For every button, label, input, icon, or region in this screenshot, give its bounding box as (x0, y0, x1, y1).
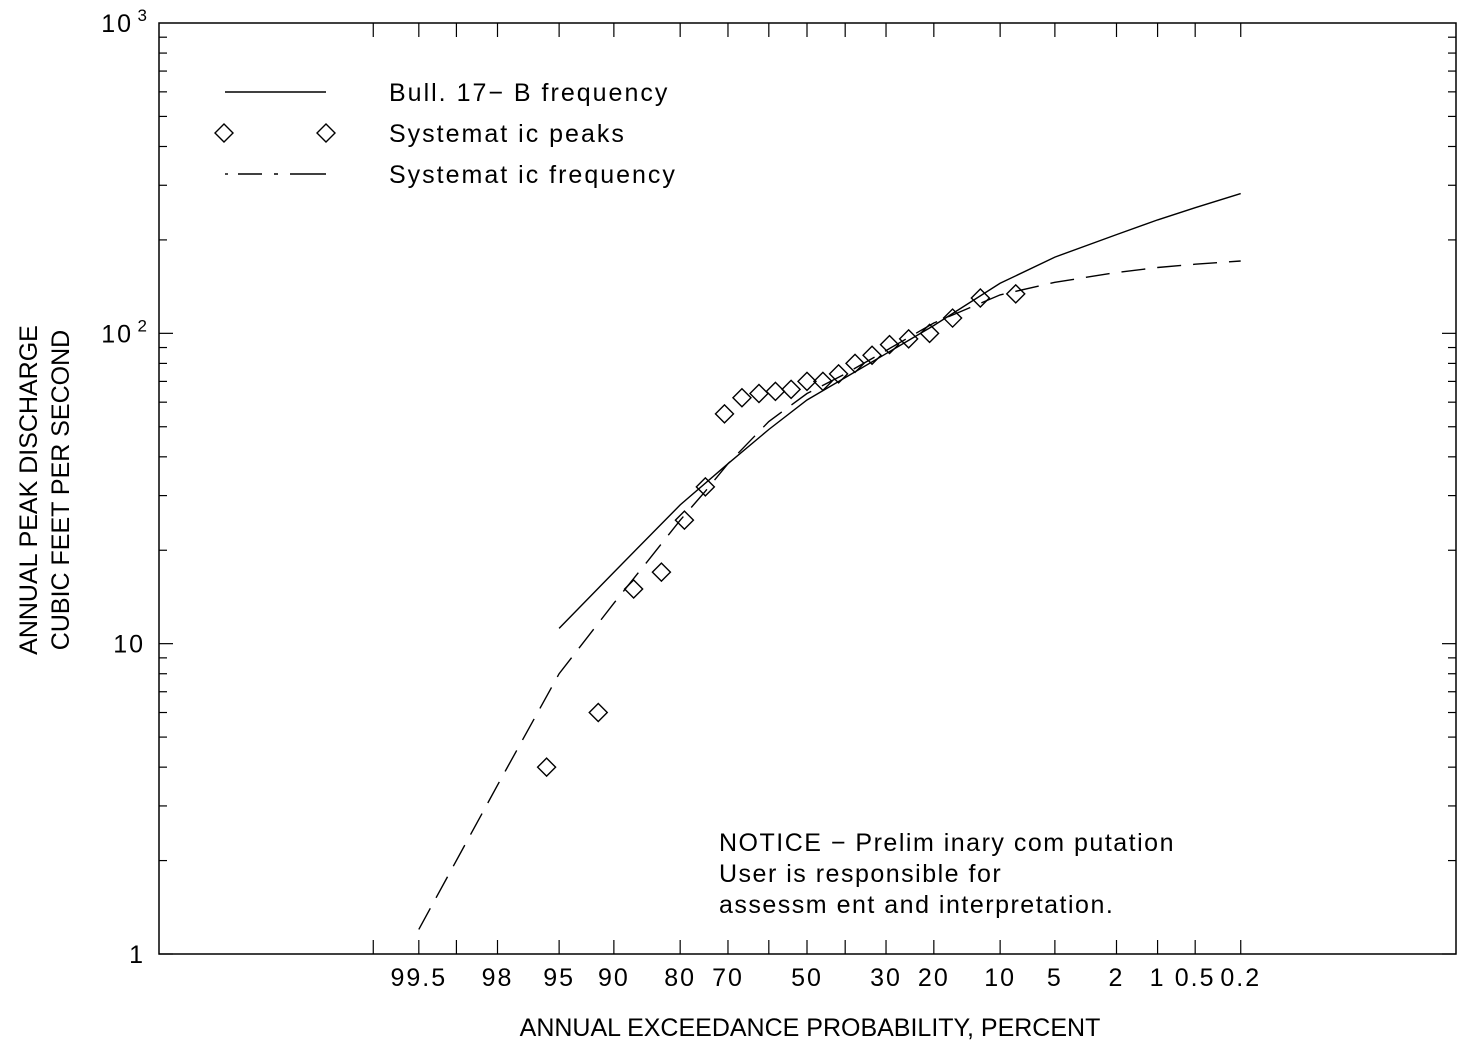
x-tick-label: 10 (984, 964, 1016, 992)
legend-label: Bull. 17− B frequency (389, 79, 669, 107)
x-tick-label: 30 (870, 964, 902, 992)
systematic-peak-marker (748, 383, 769, 404)
systematic-peak-marker (970, 287, 991, 308)
x-axis-title: ANNUAL EXCEEDANCE PROBABILITY, PERCENT (520, 1014, 1101, 1042)
x-tick-label: 98 (482, 964, 514, 992)
legend: Bull. 17− B frequency Systemat ic peaks Sy… (214, 79, 677, 189)
systematic-peak-marker (942, 308, 963, 329)
notice-line: User is responsible for (719, 860, 1002, 888)
y-tick-exponent: 3 (138, 6, 147, 25)
x-tick-label: 99.5 (390, 964, 447, 992)
x-tick-label: 1 (1150, 964, 1166, 992)
systematic-peak-marker (879, 334, 900, 355)
y-tick-label: 1 (129, 941, 145, 969)
bull17b-frequency-line (558, 192, 1241, 629)
systematic-peak-marker (674, 510, 695, 531)
y-tick-label: 10 (101, 320, 133, 348)
legend-label: Systemat ic peaks (389, 120, 626, 148)
y-axis-ticks: 1 10 10 2 10 3 (101, 6, 1456, 969)
x-tick-label: 80 (664, 964, 696, 992)
series-layer (418, 192, 1241, 930)
systematic-peak-marker (862, 345, 883, 366)
legend-diamond-swatch (214, 123, 234, 143)
legend-diamond-swatch (316, 123, 336, 143)
systematic-peak-marker (695, 476, 716, 497)
y-tick-label: 10 (101, 10, 133, 38)
notice-box: NOTICE − Prelim inary com putation User i… (719, 829, 1175, 919)
systematic-peak-marker (1005, 283, 1026, 304)
x-tick-label: 0.5 (1175, 964, 1216, 992)
x-tick-label: 5 (1047, 964, 1063, 992)
systematic-peak-marker (898, 328, 919, 349)
x-tick-label: 95 (543, 964, 575, 992)
systematic-peak-marker (797, 371, 817, 392)
systematic-peak-marker (588, 702, 609, 723)
x-tick-label: 2 (1109, 964, 1125, 992)
y-axis-title-line-2: CUBIC FEET PER SECOND (47, 330, 75, 650)
y-axis-title-line-1: ANNUAL PEAK DISCHARGE (15, 325, 43, 655)
x-tick-label: 70 (712, 964, 744, 992)
systematic-peak-marker (731, 387, 752, 408)
systematic-peak-marker (536, 757, 557, 778)
systematic-peak-marker (765, 381, 786, 402)
x-tick-label: 20 (918, 964, 950, 992)
x-tick-label: 90 (598, 964, 630, 992)
legend-label: Systemat ic frequency (389, 161, 677, 189)
systematic-peak-marker (623, 579, 644, 600)
systematic-peak-marker (714, 403, 735, 424)
systematic-peak-marker (919, 323, 940, 344)
systematic-peak-marker (828, 363, 849, 384)
notice-line: assessm ent and interpretation. (719, 891, 1114, 919)
x-axis-ticks: 99.5 98 95 90 80 70 50 30 20 10 5 2 1 0.5 0.2 (372, 23, 1261, 992)
notice-line: NOTICE − Prelim inary com putation (719, 829, 1175, 857)
systematic-peak-marker (651, 562, 672, 583)
x-tick-label: 50 (791, 964, 823, 992)
systematic-peak-marker (781, 379, 802, 400)
plot-border (158, 22, 1457, 955)
systematic-peak-marker (812, 371, 833, 392)
y-tick-exponent: 2 (138, 316, 147, 335)
plot-frame (158, 22, 1457, 955)
y-tick-label: 10 (113, 631, 145, 659)
x-tick-label: 0.2 (1220, 964, 1261, 992)
systematic-peak-marker (845, 353, 866, 374)
systematic-frequency-line (418, 260, 1241, 930)
